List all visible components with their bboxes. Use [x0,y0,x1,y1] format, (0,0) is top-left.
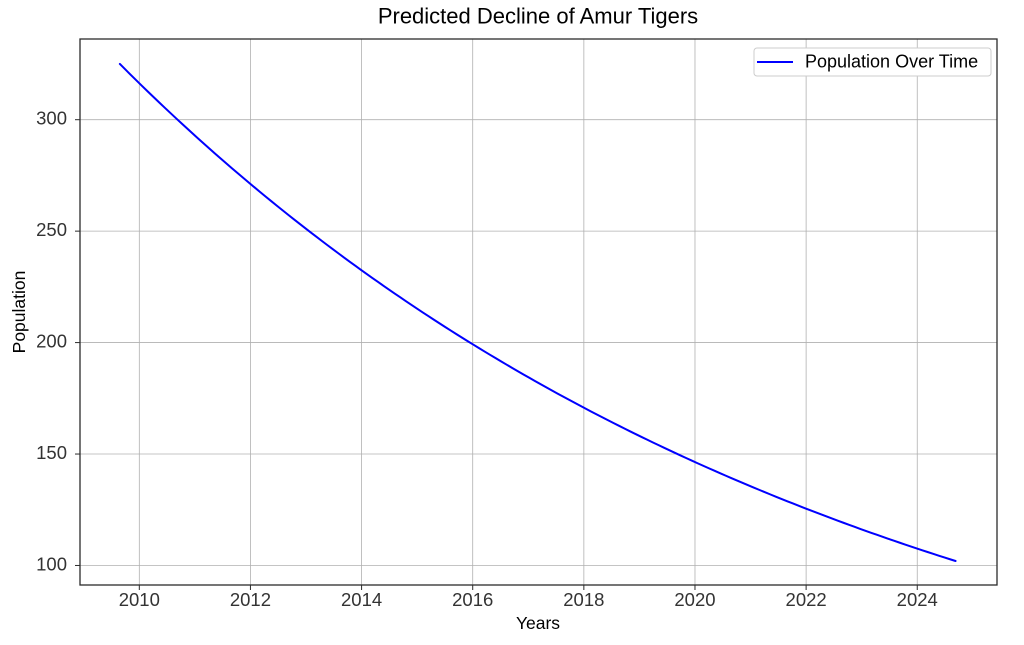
svg-text:250: 250 [36,219,67,240]
svg-text:2022: 2022 [786,589,827,610]
svg-text:2018: 2018 [563,589,604,610]
svg-text:Population Over Time: Population Over Time [805,52,978,72]
svg-text:150: 150 [36,442,67,463]
svg-text:2010: 2010 [119,589,160,610]
svg-text:300: 300 [36,108,67,129]
svg-text:2014: 2014 [341,589,382,610]
svg-text:Years: Years [516,613,560,633]
svg-text:Predicted Decline of Amur Tige: Predicted Decline of Amur Tigers [378,4,698,29]
svg-text:2012: 2012 [230,589,271,610]
svg-text:100: 100 [36,553,67,574]
svg-text:Population: Population [9,271,29,354]
svg-text:2024: 2024 [897,589,938,610]
svg-text:2016: 2016 [452,589,493,610]
svg-text:200: 200 [36,331,67,352]
svg-text:2020: 2020 [674,589,715,610]
